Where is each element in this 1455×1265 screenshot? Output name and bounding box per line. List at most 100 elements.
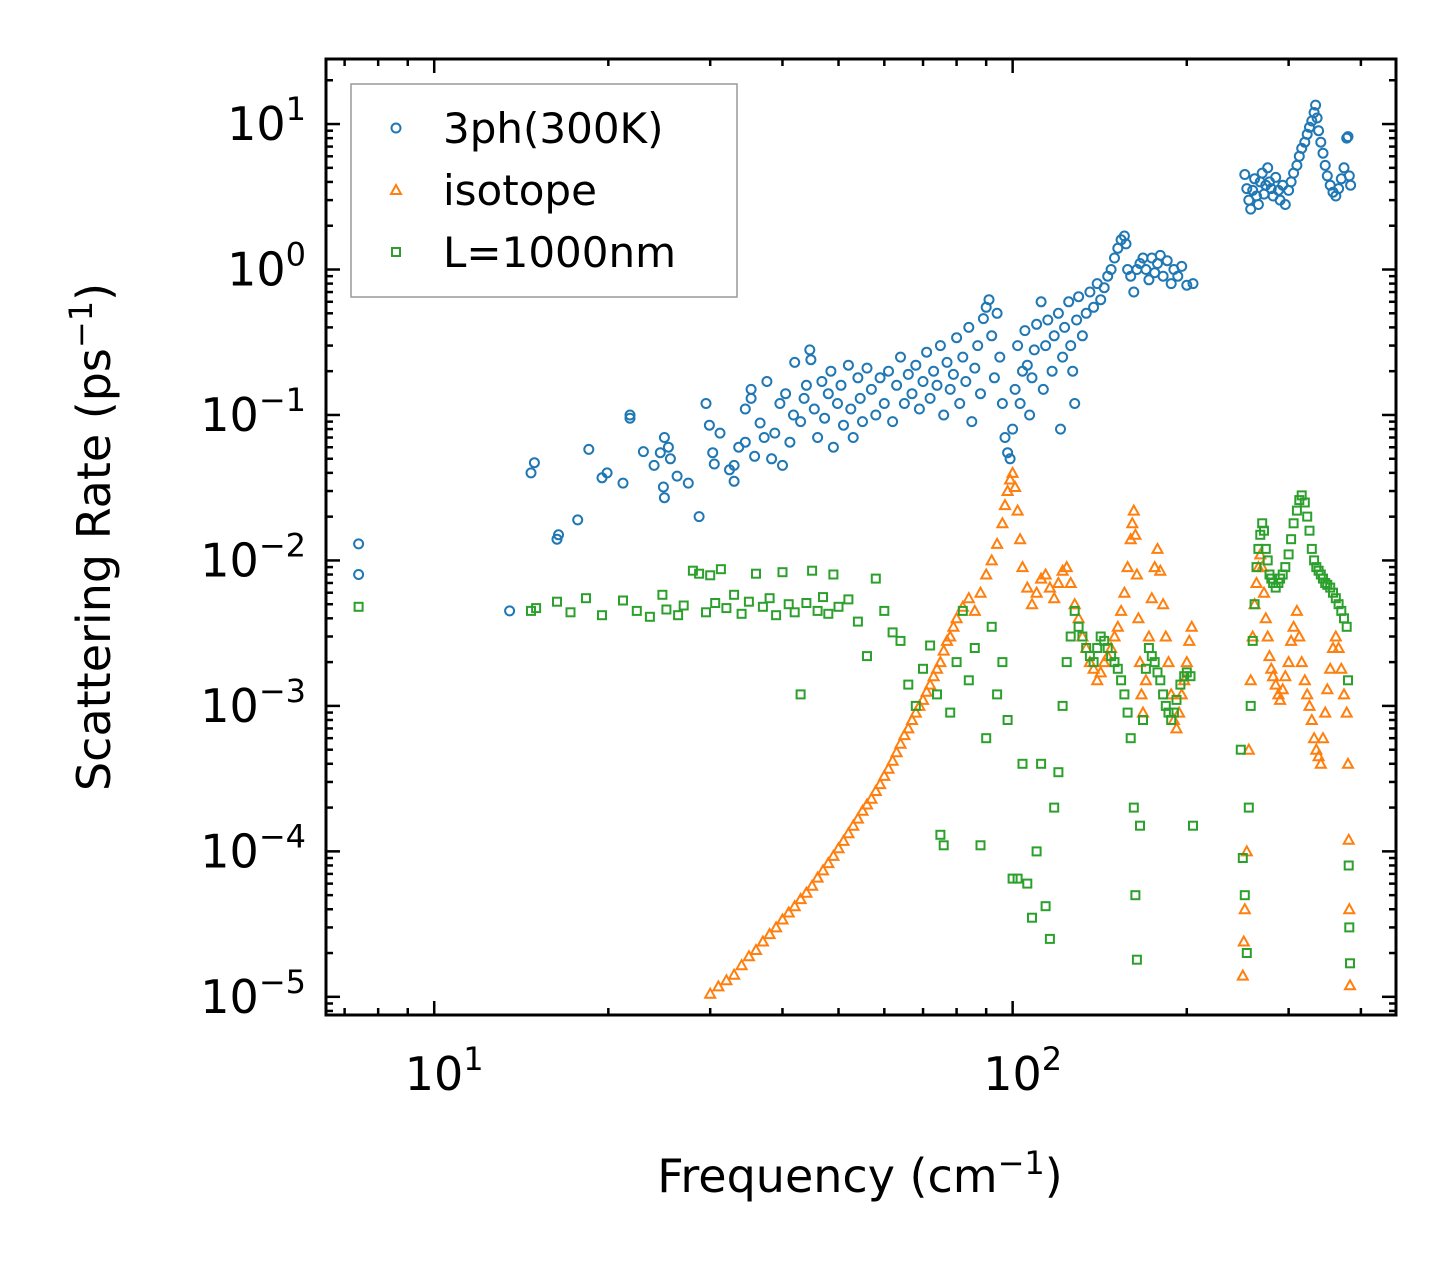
data-point (1131, 954, 1142, 965)
data-point (1311, 749, 1326, 762)
data-point (771, 610, 782, 621)
data-point (565, 607, 576, 618)
data-point (762, 927, 777, 940)
data-point (986, 330, 998, 342)
data-point (1130, 567, 1144, 580)
data-point (1249, 599, 1260, 610)
data-point (1019, 325, 1031, 337)
data-point (1092, 643, 1103, 653)
data-point (1005, 465, 1020, 478)
data-point (828, 569, 839, 580)
data-point (1161, 655, 1176, 668)
data-point (1127, 503, 1141, 516)
data-point (845, 403, 857, 415)
data-point (1146, 651, 1157, 662)
data-point (1135, 820, 1145, 831)
data-point (870, 573, 881, 584)
data-point (963, 321, 975, 333)
data-point (1323, 661, 1337, 674)
data-point (1154, 249, 1166, 261)
data-point (1307, 731, 1321, 744)
data-point (1128, 527, 1143, 540)
data-point (1029, 585, 1044, 598)
data-point (1175, 687, 1189, 700)
data-point (1251, 562, 1262, 573)
data-point (1031, 846, 1042, 857)
data-point (1164, 687, 1178, 700)
data-point (864, 791, 879, 804)
data-point (957, 605, 968, 616)
data-point (769, 920, 783, 933)
data-point (1094, 665, 1108, 678)
data-point (951, 657, 962, 668)
data-point (1169, 721, 1184, 734)
data-point (923, 677, 937, 690)
data-point (617, 477, 629, 489)
data-point (841, 826, 856, 839)
data-point (658, 492, 670, 504)
data-point (728, 475, 740, 487)
data-point (1073, 291, 1085, 303)
data-point (714, 427, 726, 439)
data-point (1128, 802, 1139, 813)
data-point (945, 707, 956, 718)
data-point (780, 388, 792, 400)
data-point (981, 733, 992, 744)
data-point (789, 356, 801, 368)
data-point (903, 679, 914, 690)
data-point (353, 569, 365, 580)
data-point (832, 398, 843, 409)
data-point (1345, 958, 1355, 969)
series-L=1000nm (353, 490, 1355, 969)
data-point (819, 412, 831, 424)
data-point (1002, 447, 1014, 459)
data-point (769, 427, 781, 439)
data-point (1049, 802, 1060, 813)
data-point (631, 605, 642, 616)
data-point (799, 885, 814, 898)
data-point (572, 514, 584, 526)
data-point (986, 621, 997, 632)
data-point (1245, 700, 1256, 711)
data-point (1288, 518, 1299, 529)
data-point (1145, 591, 1159, 604)
data-point (1133, 655, 1147, 668)
data-point (729, 589, 740, 600)
data-point (504, 605, 516, 617)
data-point (1180, 655, 1194, 668)
data-point (775, 912, 790, 925)
data-point (788, 899, 802, 912)
data-point (1182, 633, 1196, 646)
data-point (1317, 147, 1329, 159)
data-point (995, 516, 1010, 529)
data-point (997, 657, 1008, 668)
data-point (1325, 582, 1336, 593)
data-point (916, 692, 930, 705)
data-point (821, 856, 835, 869)
data-point (1046, 365, 1058, 377)
data-point (1344, 922, 1355, 933)
data-point (910, 359, 922, 371)
data-point (1134, 687, 1149, 700)
data-point (818, 592, 828, 603)
data-point (789, 607, 800, 618)
data-point (353, 601, 364, 612)
data-point (1160, 700, 1171, 711)
data-point (553, 529, 564, 541)
data-point (1116, 675, 1127, 686)
data-point (852, 616, 863, 627)
data-point (601, 467, 613, 479)
data-point (996, 398, 1008, 409)
x-axis-label: Frequency (cm−1) (657, 1144, 1062, 1203)
data-point (1237, 934, 1251, 947)
data-point (1313, 125, 1325, 137)
data-point (902, 368, 914, 380)
data-point (831, 841, 846, 854)
data-point (941, 356, 953, 368)
data-point (1076, 330, 1088, 342)
data-point (1020, 580, 1034, 593)
data-point (618, 595, 628, 606)
data-point (883, 365, 894, 377)
y-tick-label: 10−1 (200, 381, 306, 442)
data-point (708, 458, 720, 470)
